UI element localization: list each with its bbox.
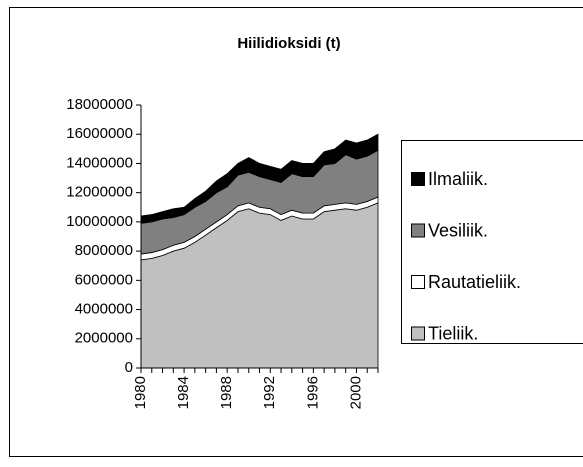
y-tick-label: 4000000 [75, 301, 133, 318]
y-tick-label: 2000000 [75, 330, 133, 347]
y-tick-label: 18000000 [66, 96, 133, 113]
y-tick-label: 16000000 [66, 125, 133, 142]
legend-swatch [412, 327, 425, 340]
x-tick-label: 1980 [132, 376, 149, 409]
legend-swatch [412, 224, 425, 237]
legend-label: Tieliik. [428, 323, 478, 343]
x-tick-label: 1992 [261, 376, 278, 409]
chart-title: Hiilidioksidi (t) [237, 35, 340, 52]
y-tick-label: 0 [125, 359, 133, 376]
legend-swatch [412, 173, 425, 186]
legend-label: Vesiliik. [428, 220, 488, 240]
y-tick-label: 10000000 [66, 213, 133, 230]
x-tick-label: 2000 [347, 376, 364, 409]
y-tick-label: 14000000 [66, 154, 133, 171]
x-tick-label: 1984 [175, 376, 192, 409]
x-tick-label: 1996 [304, 376, 321, 409]
legend-label: Rautatieliik. [428, 272, 521, 292]
legend-label: Ilmaliik. [428, 169, 488, 189]
y-tick-label: 6000000 [75, 271, 133, 288]
legend-swatch [412, 276, 425, 289]
y-tick-label: 8000000 [75, 242, 133, 259]
y-tick-label: 12000000 [66, 184, 133, 201]
x-tick-label: 1988 [218, 376, 235, 409]
